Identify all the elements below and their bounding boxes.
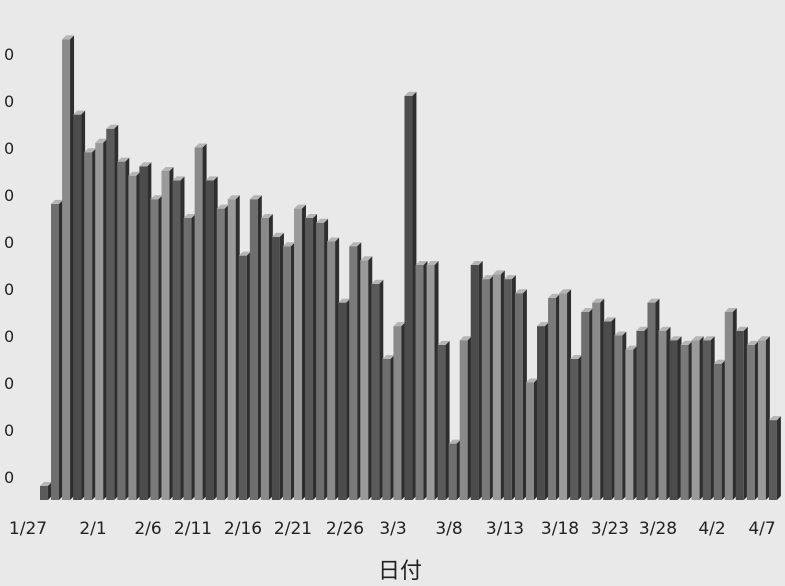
bar bbox=[448, 439, 461, 500]
bar bbox=[194, 143, 207, 500]
bar bbox=[393, 322, 406, 500]
x-tick-label: 2/1 bbox=[79, 519, 106, 539]
x-tick-label: 4/2 bbox=[698, 519, 725, 539]
bar bbox=[183, 214, 196, 500]
bar bbox=[592, 298, 605, 500]
bar bbox=[73, 110, 86, 500]
bar bbox=[249, 195, 262, 500]
bar bbox=[426, 261, 439, 500]
bar bbox=[172, 176, 185, 500]
bar bbox=[713, 359, 726, 500]
bar bbox=[260, 214, 273, 500]
x-tick-label: 3/3 bbox=[379, 519, 406, 539]
x-tick-label: 1/27 bbox=[9, 519, 47, 539]
x-tick-label: 2/11 bbox=[174, 519, 212, 539]
bar bbox=[371, 279, 384, 500]
x-tick-label: 3/13 bbox=[486, 519, 524, 539]
bar bbox=[437, 340, 450, 500]
x-tick-label: 3/23 bbox=[591, 519, 629, 539]
bar bbox=[669, 336, 682, 500]
bar bbox=[702, 336, 715, 500]
bar bbox=[95, 138, 108, 501]
bar bbox=[305, 214, 318, 500]
bars-layer bbox=[40, 35, 781, 501]
y-tick-label: 0 bbox=[4, 327, 14, 346]
bar bbox=[51, 199, 63, 500]
bar bbox=[492, 270, 505, 500]
bar bbox=[570, 355, 583, 500]
bar bbox=[680, 340, 693, 500]
bar bbox=[625, 345, 638, 500]
y-tick-label: 0 bbox=[4, 421, 14, 440]
bar bbox=[559, 289, 572, 500]
bar bbox=[768, 416, 781, 500]
bar bbox=[382, 355, 395, 500]
bar bbox=[537, 322, 549, 500]
bar bbox=[139, 162, 152, 501]
bar bbox=[614, 331, 627, 500]
bar bbox=[724, 308, 737, 500]
bar bbox=[636, 326, 649, 500]
bar bbox=[603, 317, 616, 500]
x-tick-label: 2/16 bbox=[224, 519, 262, 539]
y-tick-labels: 0 0 0 0 0 0 0 0 0 0 bbox=[4, 45, 14, 487]
y-tick-label: 0 bbox=[4, 233, 14, 252]
bar bbox=[415, 261, 428, 500]
x-tick-labels: 1/27 2/1 2/6 2/11 2/16 2/21 2/26 3/3 3/8 3/13 3/18… bbox=[9, 519, 776, 539]
bar bbox=[757, 336, 770, 500]
bar bbox=[360, 256, 373, 500]
bar bbox=[216, 204, 229, 500]
y-tick-label: 0 bbox=[4, 468, 14, 487]
x-tick-label: 3/8 bbox=[435, 519, 462, 539]
y-tick-label: 0 bbox=[4, 92, 14, 111]
x-tick-label: 3/28 bbox=[639, 519, 677, 539]
bar bbox=[128, 171, 141, 500]
y-tick-label: 0 bbox=[4, 45, 14, 64]
bar bbox=[503, 275, 516, 500]
bar bbox=[62, 35, 75, 501]
bar bbox=[227, 195, 240, 500]
bar bbox=[481, 275, 494, 500]
x-tick-label: 3/18 bbox=[541, 519, 579, 539]
bar bbox=[161, 167, 174, 500]
y-tick-label: 0 bbox=[4, 186, 14, 205]
bar bbox=[691, 336, 704, 500]
bar bbox=[316, 218, 329, 500]
y-tick-label: 0 bbox=[4, 374, 14, 393]
y-tick-label: 0 bbox=[4, 139, 14, 158]
bar bbox=[746, 340, 759, 500]
bar bbox=[117, 157, 130, 500]
y-tick-label: 0 bbox=[4, 280, 14, 299]
bar bbox=[459, 336, 472, 500]
bar bbox=[470, 261, 483, 500]
bar bbox=[238, 251, 251, 500]
bar bbox=[40, 481, 52, 500]
bar bbox=[581, 308, 594, 500]
bar bbox=[525, 378, 538, 500]
bar bbox=[150, 195, 163, 500]
bar bbox=[282, 242, 295, 500]
x-tick-label: 2/26 bbox=[326, 519, 364, 539]
bar bbox=[658, 326, 671, 500]
x-axis-label: 日付 bbox=[378, 559, 422, 584]
bar bbox=[84, 148, 97, 500]
bar bbox=[349, 242, 362, 500]
bar bbox=[327, 237, 340, 500]
bar bbox=[294, 204, 306, 500]
bar bbox=[735, 326, 748, 500]
bar bbox=[514, 289, 527, 500]
x-tick-label: 2/21 bbox=[274, 519, 312, 539]
bar bbox=[404, 91, 417, 501]
x-tick-label: 2/6 bbox=[134, 519, 161, 539]
bar bbox=[647, 298, 660, 500]
bar bbox=[548, 293, 561, 500]
bar bbox=[271, 232, 284, 501]
x-tick-label: 4/7 bbox=[748, 519, 775, 539]
bar bbox=[106, 124, 119, 500]
bar bbox=[205, 176, 218, 500]
bar bbox=[338, 298, 351, 500]
